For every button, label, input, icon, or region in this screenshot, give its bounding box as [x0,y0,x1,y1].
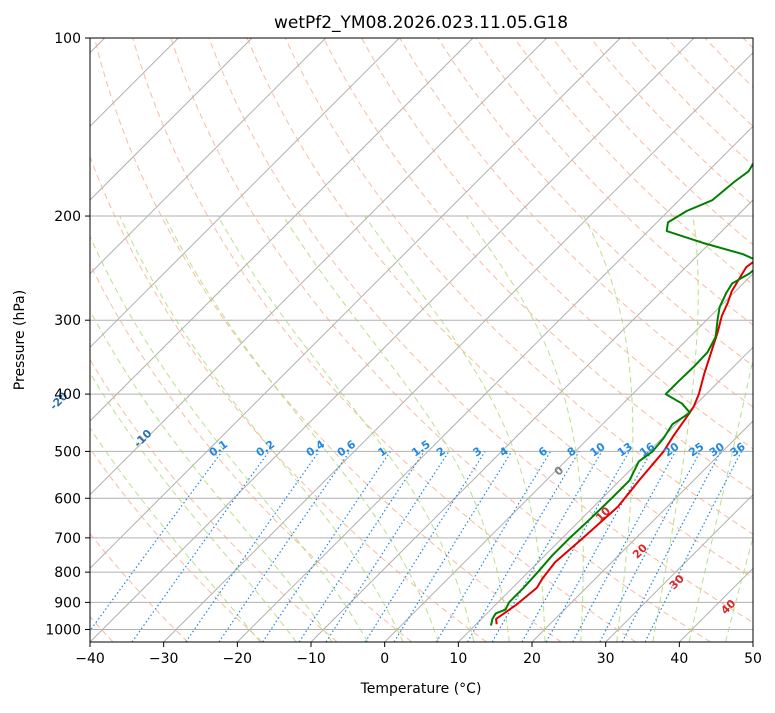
moist-adiabat-line [583,215,634,642]
moist-adiabat-line [90,235,369,642]
y-tick-label: 400 [54,387,81,403]
y-tick-label: 900 [54,595,81,611]
isotherm-gridline [90,38,327,275]
mixing-ratio-line [298,451,425,642]
x-tick-label: 40 [670,651,688,667]
isotherm-gridline [236,125,753,642]
moist-adiabat-line [364,215,546,642]
isotherm-gridline [457,346,753,642]
isotherm-gridline [531,420,753,642]
mixing-ratio-line [262,451,391,642]
moist-adiabat-line [90,372,297,642]
mixing-ratio-line [185,451,320,642]
moist-adiabat-line [90,309,333,642]
mixing-ratio-line [644,451,743,642]
dry-adiabat-line [90,263,413,642]
x-tick-label: 0 [380,651,389,667]
moist-adiabat-line [90,427,261,642]
dry-adiabat-line [322,38,753,492]
y-tick-label: 500 [54,444,81,460]
y-tick-label: 700 [54,531,81,547]
isotherm-gridline [163,51,753,642]
mixing-ratio-line [572,451,677,642]
mixing-ratio-line [545,451,652,642]
y-axis-label: Pressure (hPa) [12,290,28,390]
y-tick-label: 200 [54,209,81,225]
temperature-profile-line [495,260,753,625]
x-tick-label: −20 [223,651,253,667]
x-tick-label: −40 [75,651,105,667]
dry-adiabat-line [90,447,263,642]
x-tick-label: 10 [449,651,467,667]
background-lines [90,38,753,642]
isotherm-gridline [90,38,253,201]
dry-adiabat-line [208,38,753,624]
x-tick-label: −30 [149,651,179,667]
dry-adiabat-line [284,38,753,535]
isotherm-gridline [90,38,400,349]
y-tick-label: 1000 [45,622,81,638]
y-tick-label: 300 [54,313,81,329]
x-axis-label: Temperature (°C) [360,681,482,697]
x-tick-label: −10 [296,651,326,667]
y-tick-label: 100 [54,31,81,47]
mixing-ratio-line [218,451,351,642]
dry-adiabat-line [170,38,711,642]
chart-title: wetPf2_YM08.2026.023.11.05.G18 [274,13,568,33]
x-tick-label: 20 [523,651,541,667]
plot-frame [89,37,754,643]
moist-adiabat-line [282,215,510,642]
dry-adiabat-line [513,38,753,286]
x-tick-label: 30 [597,651,615,667]
dry-adiabat-line [132,38,637,642]
isotherm-gridline [90,38,695,642]
y-tick-label: 800 [54,565,81,581]
isotherm-gridline [384,272,753,642]
x-axis: −40 −30 −20 −10 0 10 20 30 40 50 [75,642,762,667]
isotherm-gridline [605,493,753,642]
mixing-ratio-line [393,451,513,642]
mixing-ratio-line [131,451,270,642]
dry-adiabat-line [90,358,338,642]
isotherm-gridline [90,38,474,422]
moist-adiabat-line [465,215,584,642]
y-axis: 100 200 300 400 500 600 700 800 900 1000 [45,31,90,638]
isotherm-gridline [90,38,548,496]
dewpoint-profile-line [489,162,753,626]
x-tick-label: 50 [744,651,762,667]
y-tick-label: 600 [54,491,81,507]
moist-adiabat-line [652,215,699,642]
isotherm-gridline [90,38,621,570]
mixing-ratio-line [621,451,722,642]
moist-adiabat-line [119,215,404,642]
moist-adiabat-line [217,215,475,642]
profile-lines [489,162,753,626]
moist-adiabat-line [164,215,439,642]
mixing-ratio-line [521,451,630,642]
mixing-ratio-line [90,451,223,632]
mixing-ratio-line [325,451,450,642]
